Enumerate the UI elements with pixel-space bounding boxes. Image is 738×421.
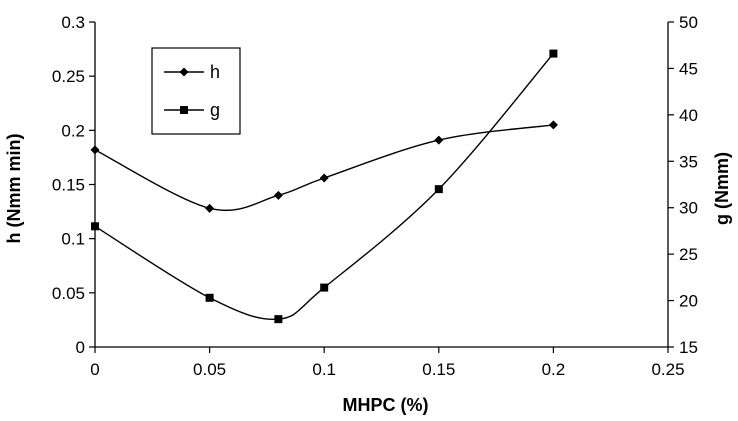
right-y-tick-label: 35: [679, 152, 698, 171]
x-tick-label: 0.05: [193, 360, 226, 379]
x-tick-label: 0.1: [312, 360, 336, 379]
data-point-g: [274, 315, 283, 324]
legend-label-g: g: [210, 100, 220, 120]
left-y-tick-label: 0.1: [61, 230, 85, 249]
right-y-tick-label: 25: [679, 245, 698, 264]
data-point-h: [90, 145, 100, 155]
data-point-h: [548, 120, 558, 130]
data-point-g: [549, 49, 558, 58]
right-y-tick-label: 20: [679, 292, 698, 311]
legend: hg: [151, 47, 241, 135]
left-y-tick-label: 0.15: [52, 176, 85, 195]
left-y-tick-label: 0.25: [52, 67, 85, 86]
x-axis-title: MHPC (%): [343, 395, 429, 415]
left-y-tick-label: 0.3: [61, 13, 85, 32]
data-point-h: [205, 203, 215, 213]
left-y-tick-label: 0: [76, 338, 85, 357]
data-point-g: [434, 185, 443, 194]
left-y-tick-label: 0.2: [61, 121, 85, 140]
right-y-tick-label: 50: [679, 13, 698, 32]
x-tick-label: 0.15: [422, 360, 455, 379]
series-line-h: [94, 124, 554, 212]
data-point-g: [320, 283, 329, 292]
series-h: [90, 120, 558, 213]
data-point-g: [205, 293, 214, 302]
right-y-tick-label: 45: [679, 59, 698, 78]
data-point-g: [91, 222, 99, 231]
legend-box: [151, 47, 241, 135]
x-tick-label: 0: [90, 360, 99, 379]
left-y-axis-title: h (Nmm min): [4, 133, 24, 243]
left-y-tick-label: 0.05: [52, 284, 85, 303]
data-point-h: [319, 173, 329, 183]
x-tick-label: 0.25: [651, 360, 684, 379]
legend-marker-h: [179, 67, 189, 77]
x-tick-label: 0.2: [542, 360, 566, 379]
legend-marker-g: [180, 106, 188, 114]
right-y-tick-label: 30: [679, 199, 698, 218]
series-line-g: [94, 53, 554, 321]
series-g: [91, 49, 558, 324]
legend-label-h: h: [210, 62, 220, 82]
plot-area: [90, 49, 558, 324]
data-point-h: [273, 190, 283, 200]
right-y-tick-label: 15: [679, 338, 698, 357]
axes: 0 0.05 0.1 0.15 0.2 0.25 0 0.05 0.1 0.15 0.2 0.25 0.…: [52, 13, 698, 379]
data-point-h: [434, 135, 444, 145]
right-y-tick-label: 40: [679, 106, 698, 125]
right-y-axis-title: g (Nmm): [712, 152, 732, 225]
